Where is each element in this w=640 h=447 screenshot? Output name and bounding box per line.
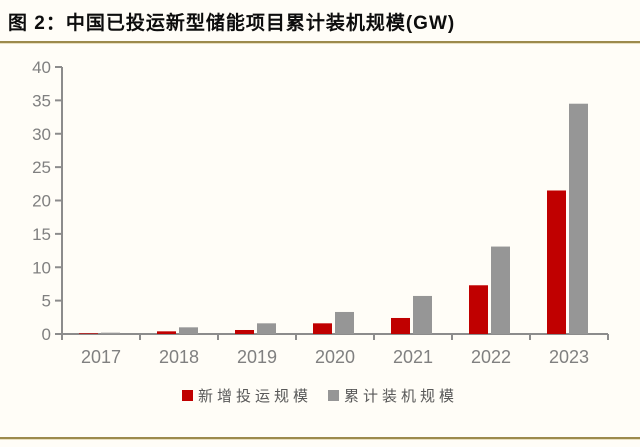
y-tick-label: 35 — [32, 91, 51, 110]
x-tick-label: 2020 — [315, 347, 355, 367]
chart-legend: 新增投运规模 累计装机规模 — [0, 385, 640, 406]
bar-新增投运规模-2022 — [469, 285, 488, 334]
bar-累计装机规模-2017 — [101, 332, 120, 334]
x-tick-label: 2023 — [549, 347, 589, 367]
x-tick-label: 2022 — [471, 347, 511, 367]
bar-新增投运规模-2019 — [235, 329, 254, 334]
y-tick-label: 30 — [32, 125, 51, 144]
bar-chart-svg: 0 5 10 15 20 25 30 35 40 2017 2018 2019 2020 2021 2022… — [32, 58, 609, 367]
bar-新增投运规模-2020 — [313, 323, 332, 334]
bar-累计装机规模-2019 — [257, 323, 276, 334]
legend-swatch-gray — [328, 390, 339, 401]
legend-label-cumulative-capacity: 累计装机规模 — [344, 388, 459, 405]
y-tick-label: 15 — [32, 225, 51, 244]
x-tick-label: 2019 — [237, 347, 277, 367]
bar-新增投运规模-2017 — [79, 333, 98, 334]
y-tick-label: 25 — [32, 158, 51, 177]
legend-item-new-capacity: 新增投运规模 — [181, 385, 312, 406]
bar-新增投运规模-2021 — [391, 317, 410, 334]
x-tick-label: 2021 — [393, 347, 433, 367]
bar-新增投运规模-2018 — [157, 331, 176, 334]
y-tick-label: 5 — [42, 292, 51, 311]
y-tick-label: 0 — [42, 325, 51, 344]
y-tick-label: 40 — [32, 58, 51, 77]
bottom-divider — [0, 437, 640, 440]
legend-swatch-red — [181, 390, 193, 401]
x-tick-label: 2018 — [159, 347, 199, 367]
x-tick-label: 2017 — [81, 347, 121, 367]
bar-新增投运规模-2023 — [547, 190, 566, 334]
legend-label-new-capacity: 新增投运规模 — [197, 388, 312, 405]
y-tick-label: 10 — [32, 258, 51, 277]
bar-累计装机规模-2022 — [491, 246, 510, 334]
legend-item-cumulative-capacity: 累计装机规模 — [328, 385, 458, 406]
title-divider — [0, 41, 640, 44]
bar-累计装机规模-2021 — [413, 295, 432, 334]
y-tick-label: 20 — [32, 192, 51, 211]
chart-title: 图 2：中国已投运新型储能项目累计装机规模(GW) — [8, 13, 456, 34]
bar-累计装机规模-2020 — [335, 311, 354, 334]
bar-累计装机规模-2018 — [179, 327, 198, 334]
bar-累计装机规模-2023 — [569, 103, 588, 335]
